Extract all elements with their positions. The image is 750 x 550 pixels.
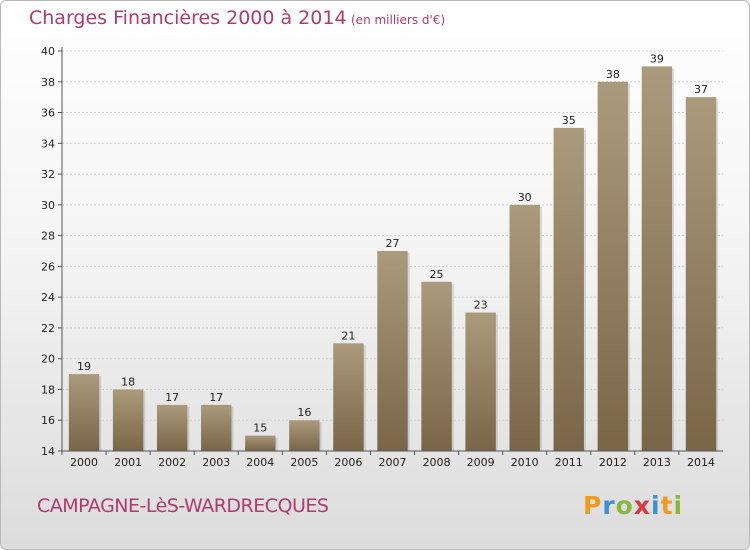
bar-2001 xyxy=(112,389,144,451)
bar-2003 xyxy=(201,404,232,451)
chart-title: Charges Financières 2000 à 2014 xyxy=(29,7,347,29)
bar-2000 xyxy=(68,374,100,451)
data-label: 39 xyxy=(650,52,664,65)
y-tick-label: 28 xyxy=(41,230,55,243)
x-tick-label: 2004 xyxy=(246,456,274,469)
x-tick-label: 2014 xyxy=(687,456,715,469)
data-label: 18 xyxy=(121,375,135,388)
bar-2004 xyxy=(245,435,276,451)
x-tick-label: 2006 xyxy=(334,456,362,469)
y-tick-label: 22 xyxy=(41,322,55,335)
y-tick-label: 34 xyxy=(41,137,55,150)
y-tick-label: 18 xyxy=(41,383,55,396)
data-label: 19 xyxy=(77,360,91,373)
bar-2007 xyxy=(377,251,408,451)
x-tick-label: 2005 xyxy=(290,456,318,469)
x-tick-label: 2002 xyxy=(158,456,186,469)
bar-2005 xyxy=(289,420,320,451)
y-tick-label: 36 xyxy=(41,107,55,120)
x-tick-label: 2011 xyxy=(555,456,583,469)
x-tick-label: 2003 xyxy=(202,456,230,469)
x-tick-label: 2000 xyxy=(70,456,98,469)
y-tick-label: 20 xyxy=(41,353,55,366)
y-tick-label: 32 xyxy=(41,168,55,181)
x-tick-label: 2009 xyxy=(467,456,495,469)
data-label: 16 xyxy=(297,406,311,419)
data-label: 15 xyxy=(253,422,267,435)
y-tick-label: 40 xyxy=(41,45,55,58)
y-tick-label: 30 xyxy=(41,199,55,212)
x-tick-label: 2007 xyxy=(379,456,407,469)
x-tick-label: 2001 xyxy=(114,456,142,469)
y-tick-label: 14 xyxy=(41,445,55,458)
y-tick-label: 16 xyxy=(41,414,55,427)
bar-2002 xyxy=(156,404,188,451)
bar-2011 xyxy=(553,127,584,451)
x-tick-label: 2010 xyxy=(511,456,539,469)
data-label: 23 xyxy=(474,299,488,312)
data-label: 30 xyxy=(518,191,532,204)
y-tick-label: 38 xyxy=(41,76,55,89)
bar-2014 xyxy=(685,97,717,452)
bar-2009 xyxy=(465,312,496,451)
data-label: 38 xyxy=(606,68,620,81)
x-tick-label: 2012 xyxy=(599,456,627,469)
data-label: 17 xyxy=(209,391,223,404)
x-tick-label: 2013 xyxy=(643,456,671,469)
axes: 14 16 18 20 22 24 26 28 30 32 34 36 38 40 2000 2001 2002… xyxy=(41,45,723,469)
y-tick-label: 26 xyxy=(41,260,55,273)
data-label: 21 xyxy=(341,329,355,342)
bar-2010 xyxy=(509,204,540,451)
data-label: 17 xyxy=(165,391,179,404)
y-tick-label: 24 xyxy=(41,291,55,304)
data-label: 25 xyxy=(430,268,444,281)
commune-name: CAMPAGNE-LèS-WARDRECQUES xyxy=(37,495,329,517)
proxiti-logo: Proxiti xyxy=(583,491,684,520)
data-label: 35 xyxy=(562,114,576,127)
x-tick-label: 2008 xyxy=(423,456,451,469)
bar-2012 xyxy=(597,81,629,452)
data-label: 37 xyxy=(694,83,708,96)
bar-2006 xyxy=(333,343,364,451)
chart-unit: (en milliers d'€) xyxy=(351,13,446,27)
data-label: 27 xyxy=(386,237,400,250)
bar-2013 xyxy=(641,66,673,451)
bars: 19 18 17 17 15 16 21 27 25 23 30 35 38 39 37 xyxy=(68,52,719,452)
bar-2008 xyxy=(421,281,452,451)
